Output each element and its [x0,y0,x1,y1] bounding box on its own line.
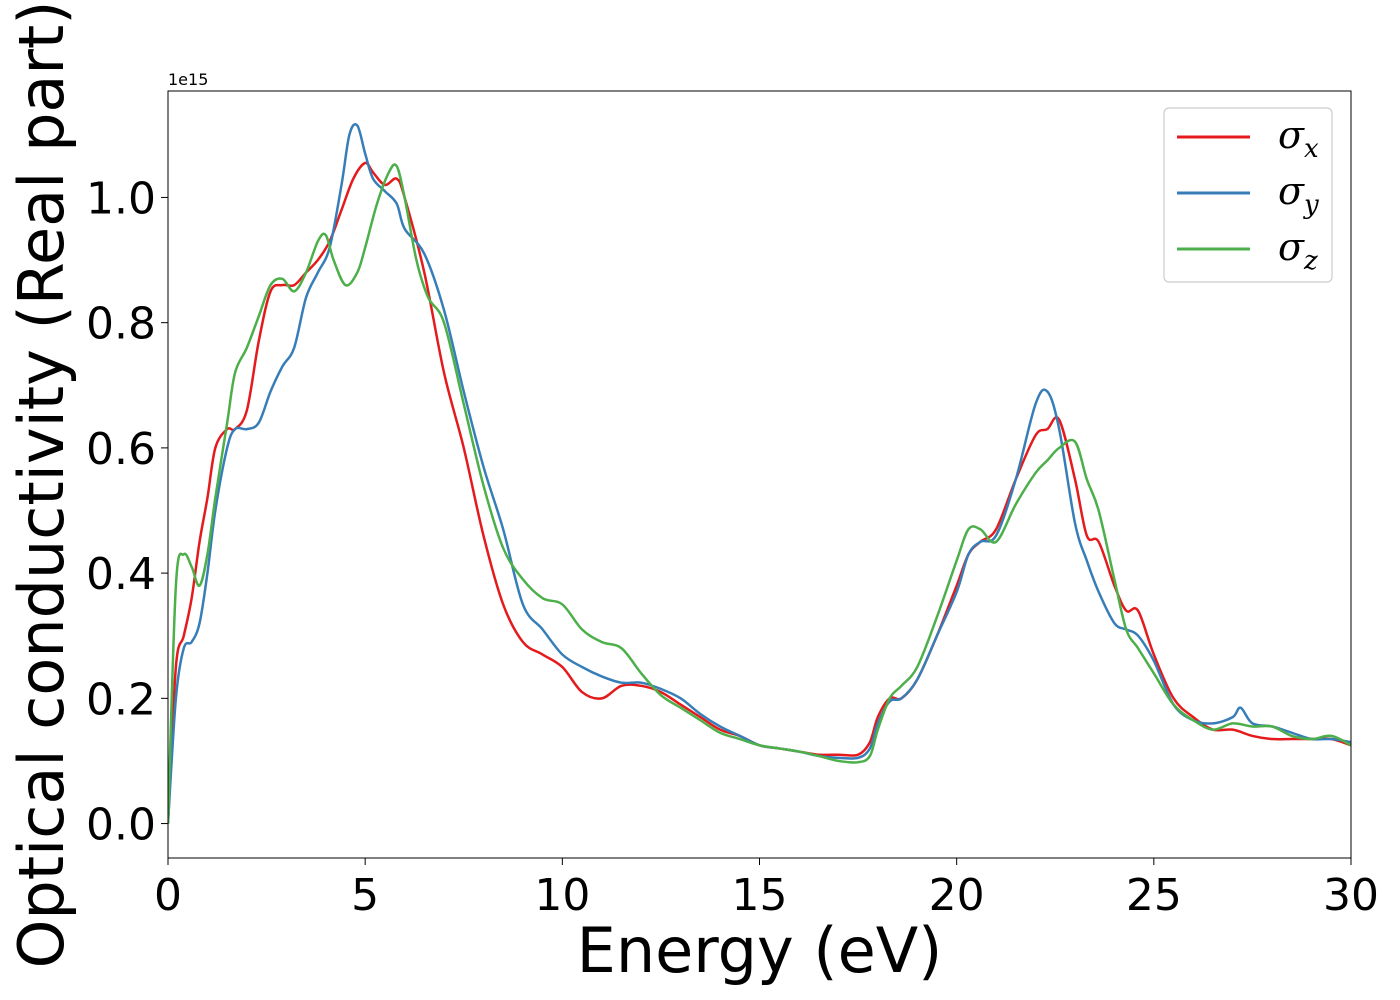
x-tick-label: 10 [534,870,590,921]
legend-label-z: σz [1278,225,1318,276]
y-tick-label: 0.0 [86,800,156,851]
y-axis: 0.0 0.2 0.4 0.6 0.8 1.0 [86,173,168,851]
x-tick-label: 20 [929,870,985,921]
y-offset-label: 1e15 [168,70,208,89]
x-tick-label: 25 [1126,870,1182,921]
series-line-z [168,163,1351,824]
x-tick-label: 15 [732,870,788,921]
y-tick-label: 0.6 [86,424,156,475]
y-axis-label: Optical conductivity (Real part) [5,1,78,969]
legend-label-y: σy [1278,169,1319,220]
y-tick-label: 0.2 [86,674,156,725]
x-axis: 0 5 10 15 20 25 30 [154,858,1379,921]
x-tick-label: 0 [154,870,182,921]
x-tick-label: 5 [351,870,379,921]
legend-box [1163,107,1333,283]
legend-label-x: σx [1278,113,1319,164]
x-axis-label: Energy (eV) [577,914,943,987]
series-line-y [168,122,1351,824]
y-tick-label: 0.8 [86,299,156,350]
y-tick-label: 1.0 [86,173,156,224]
x-tick-label: 30 [1323,870,1379,921]
y-tick-label: 0.4 [86,549,156,600]
plot-lines [168,122,1351,824]
